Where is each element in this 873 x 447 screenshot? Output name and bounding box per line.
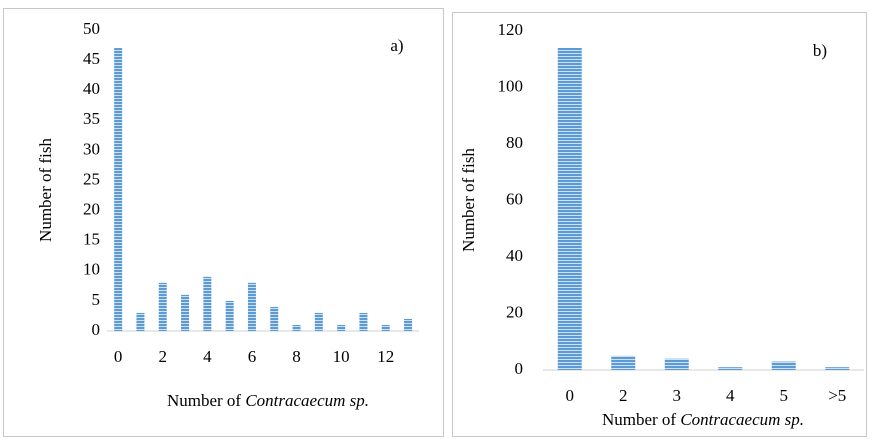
y-tick-label: 10 [83, 260, 100, 279]
y-tick-label: 20 [506, 302, 523, 321]
y-tick-label: 100 [498, 76, 524, 95]
annotation: b) [813, 41, 827, 60]
y-tick-label: 80 [506, 133, 523, 152]
x-axis-title-text: Number of [602, 410, 676, 429]
y-axis-title: Number of fish [459, 148, 478, 252]
bar [359, 312, 368, 331]
x-tick-label: 4 [203, 347, 212, 366]
bar [114, 48, 123, 332]
bar [381, 324, 390, 331]
x-tick-label: 8 [292, 347, 301, 366]
y-tick-label: 30 [83, 139, 100, 158]
bar [270, 306, 279, 331]
y-tick-label: 120 [498, 20, 524, 39]
bar [771, 361, 796, 370]
bar [203, 276, 212, 331]
bar [825, 367, 850, 370]
y-tick-label: 0 [515, 359, 524, 378]
y-tick-label: 25 [83, 169, 100, 188]
x-axis-title: Number of Contracaecum sp. [167, 391, 369, 410]
bar [557, 47, 582, 370]
y-tick-label: 0 [92, 320, 101, 339]
bar [664, 358, 689, 370]
x-tick-label: >5 [828, 386, 846, 405]
bar [292, 324, 301, 331]
x-tick-label: 0 [566, 386, 575, 405]
x-axis-title-text: Number of [167, 391, 241, 410]
x-tick-label: 12 [377, 347, 394, 366]
x-tick-label: 10 [333, 347, 350, 366]
x-axis-title-italic: Contracaecum sp. [245, 391, 369, 410]
bar [404, 318, 413, 331]
bar [158, 282, 167, 331]
annotation: a) [390, 36, 403, 55]
x-tick-label: 4 [726, 386, 735, 405]
x-tick-label: 3 [673, 386, 682, 405]
x-tick-label: 5 [780, 386, 789, 405]
bar [181, 294, 190, 331]
y-tick-label: 40 [83, 79, 100, 98]
panel-frame [452, 12, 867, 437]
y-tick-label: 35 [83, 109, 100, 128]
x-tick-label: 2 [159, 347, 168, 366]
y-tick-label: 45 [83, 49, 100, 68]
x-tick-label: 6 [248, 347, 257, 366]
bar [337, 324, 346, 331]
x-tick-label: 0 [114, 347, 123, 366]
y-tick-label: 40 [506, 246, 523, 265]
bar [611, 355, 636, 370]
x-axis-title: Number of Contracaecum sp. [602, 410, 804, 429]
y-tick-label: 5 [92, 290, 101, 309]
y-axis-title: Number of fish [36, 138, 55, 242]
x-tick-label: 2 [619, 386, 628, 405]
y-tick-label: 50 [83, 19, 100, 38]
x-axis-title-italic: Contracaecum sp. [680, 410, 804, 429]
bar [136, 312, 145, 331]
panel-frame [3, 8, 444, 437]
bar [247, 282, 256, 331]
bar [225, 300, 234, 331]
y-tick-label: 60 [506, 189, 523, 208]
bar [718, 367, 743, 370]
bar [314, 312, 323, 331]
y-tick-label: 15 [83, 230, 100, 249]
y-tick-label: 20 [83, 200, 100, 219]
